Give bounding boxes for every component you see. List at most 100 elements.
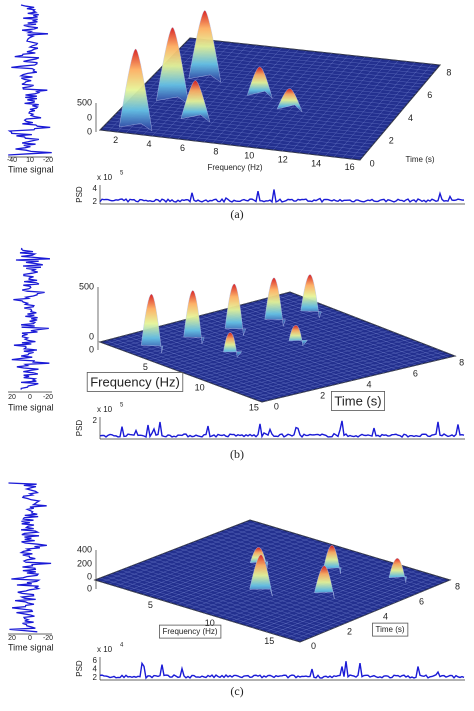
label-box bbox=[86, 372, 184, 392]
frequency-tick-label: 15 bbox=[249, 402, 259, 412]
surface-peak bbox=[264, 277, 286, 327]
z-tick-label: 0 bbox=[87, 112, 92, 122]
mesh-line bbox=[272, 571, 424, 634]
surface-peak bbox=[119, 48, 153, 132]
time-label: Time (s) bbox=[405, 155, 434, 164]
mesh-line bbox=[183, 43, 435, 72]
time-tick-label: 2 bbox=[320, 390, 325, 400]
mesh-line bbox=[342, 63, 424, 159]
surface-peak bbox=[180, 80, 211, 123]
surface-peak bbox=[246, 66, 273, 99]
frequency-label: Frequency (Hz) bbox=[162, 627, 217, 636]
frequency-tick-label: 10 bbox=[205, 618, 215, 628]
surface-peak bbox=[188, 10, 222, 83]
psd-multiplier: x 10 bbox=[97, 173, 113, 182]
z-tick-label: 0 bbox=[87, 571, 92, 581]
psd-tick-label: 4 bbox=[93, 184, 98, 193]
caption: (b) bbox=[230, 447, 244, 461]
time-label: Time (s) bbox=[334, 393, 381, 408]
mesh-line bbox=[245, 349, 439, 397]
z-tick-label: 500 bbox=[79, 281, 94, 291]
psd-trace bbox=[99, 420, 465, 439]
time-signal-trace bbox=[8, 482, 52, 633]
time-tick-label: 4 bbox=[408, 113, 413, 123]
surface-peak bbox=[323, 545, 342, 574]
z-tick-label: 0 bbox=[87, 126, 92, 136]
time-tick-label: 8 bbox=[446, 67, 451, 77]
psd-label: PSD bbox=[75, 660, 84, 677]
mesh-line bbox=[251, 351, 445, 399]
psd-multiplier: x 10 bbox=[97, 645, 113, 654]
mesh-line bbox=[180, 47, 433, 75]
surface-peak bbox=[388, 558, 407, 583]
z-tick-label: 0 bbox=[89, 331, 94, 341]
time-tick-label: 6 bbox=[413, 368, 418, 378]
surface-peak bbox=[276, 88, 303, 113]
time-tick-label: 2 bbox=[347, 626, 352, 636]
psd-tick-label: 2 bbox=[93, 416, 98, 425]
time-signal-tick: -20 bbox=[43, 394, 53, 401]
mesh-line bbox=[286, 575, 437, 639]
mesh-line bbox=[189, 37, 441, 66]
frequency-tick-label: 8 bbox=[213, 147, 218, 157]
mesh-line bbox=[279, 573, 431, 636]
time-signal-tick: 0 bbox=[28, 635, 32, 642]
frequency-tick-label: 10 bbox=[195, 382, 205, 392]
time-tick-label: 4 bbox=[383, 611, 388, 621]
psd-tick-label: 2 bbox=[93, 673, 98, 682]
label-box bbox=[159, 624, 222, 639]
frequency-label: Frequency (Hz) bbox=[90, 374, 180, 389]
time-tick-label: 2 bbox=[389, 136, 394, 146]
mesh-line bbox=[239, 523, 441, 585]
frequency-tick-label: 14 bbox=[311, 158, 321, 168]
mesh-line bbox=[265, 569, 417, 632]
time-tick-label: 4 bbox=[367, 379, 372, 389]
mesh-line bbox=[261, 355, 456, 403]
psd-tick-label: 2 bbox=[93, 197, 98, 206]
surface-peak bbox=[183, 290, 205, 344]
time-signal-tick: 20 bbox=[8, 394, 16, 401]
z-tick-label: 400 bbox=[77, 544, 92, 554]
z-tick-label: 0 bbox=[87, 583, 92, 593]
psd-label: PSD bbox=[75, 186, 84, 203]
surface-peak bbox=[141, 293, 164, 353]
time-tick-label: 6 bbox=[427, 90, 432, 100]
label-box bbox=[331, 391, 385, 411]
z-tick-label: 0 bbox=[89, 344, 94, 354]
time-tick-label: 0 bbox=[274, 401, 279, 411]
time-signal-trace bbox=[11, 247, 51, 390]
time-signal-tick: 10 bbox=[26, 157, 34, 164]
frequency-tick-label: 4 bbox=[147, 139, 152, 149]
mesh-line bbox=[264, 298, 430, 363]
mesh-line bbox=[359, 64, 441, 161]
mesh-line bbox=[244, 521, 446, 583]
surface-peak bbox=[223, 332, 243, 358]
mesh-line bbox=[316, 60, 399, 156]
frequency-tick-label: 5 bbox=[148, 600, 153, 610]
time-signal-tick: -20 bbox=[43, 157, 53, 164]
mesh-line bbox=[299, 579, 451, 643]
psd-multiplier: x 10 bbox=[97, 405, 113, 414]
frequency-label: Frequency (Hz) bbox=[207, 163, 262, 172]
time-tick-label: 8 bbox=[459, 357, 464, 367]
mesh-line bbox=[234, 345, 428, 393]
psd-tick-label: 6 bbox=[93, 656, 98, 665]
psd-exponent: 5 bbox=[120, 171, 124, 177]
mesh-line bbox=[186, 40, 438, 69]
mesh-line bbox=[249, 519, 451, 581]
surface-peak bbox=[314, 565, 335, 599]
time-tick-label: 8 bbox=[455, 582, 460, 592]
mesh-line bbox=[240, 347, 434, 395]
time-label: Time (s) bbox=[375, 625, 404, 634]
mesh-line bbox=[270, 296, 436, 361]
surface-peak bbox=[300, 274, 322, 319]
mesh-line bbox=[333, 62, 416, 158]
psd-tick-label: 4 bbox=[93, 665, 98, 674]
time-tick-label: 0 bbox=[370, 158, 375, 168]
z-tick-label: 200 bbox=[77, 558, 92, 568]
mesh-line bbox=[351, 63, 432, 160]
mesh-line bbox=[177, 50, 430, 78]
